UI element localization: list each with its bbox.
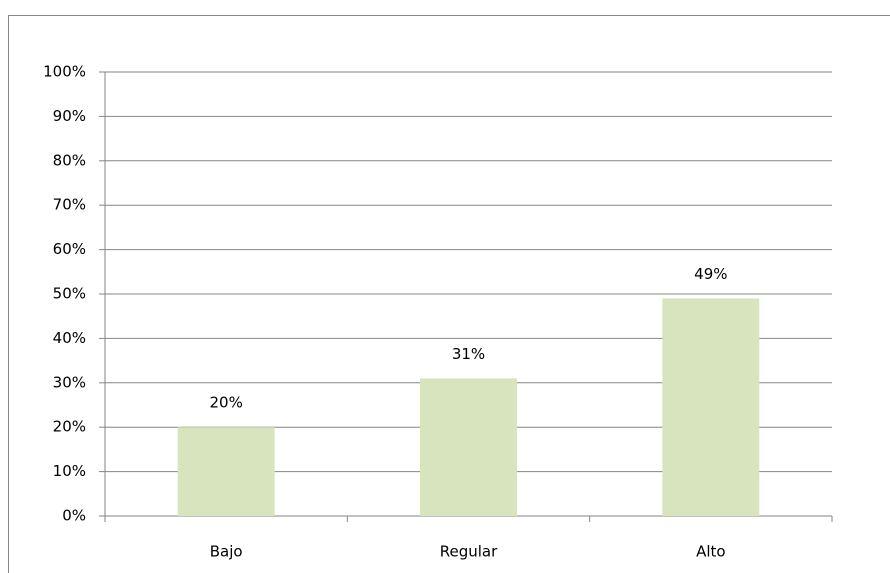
y-tick-label: 100% bbox=[43, 63, 86, 81]
data-label: 20% bbox=[209, 394, 242, 412]
y-tick-label: 10% bbox=[53, 462, 86, 480]
y-tick-label: 30% bbox=[53, 373, 86, 391]
bar bbox=[177, 427, 275, 516]
y-tick-label: 40% bbox=[53, 329, 86, 347]
y-tick-label: 20% bbox=[53, 418, 86, 436]
data-label: 49% bbox=[694, 265, 727, 283]
bar bbox=[662, 298, 760, 516]
y-tick-label: 90% bbox=[53, 107, 86, 125]
x-tick-label: Regular bbox=[440, 543, 498, 561]
y-tick-label: 70% bbox=[53, 196, 86, 214]
x-tick-label: Alto bbox=[696, 543, 726, 561]
y-tick-label: 60% bbox=[53, 240, 86, 258]
data-label: 31% bbox=[452, 345, 485, 363]
y-tick-label: 50% bbox=[53, 285, 86, 303]
x-tick-label: Bajo bbox=[210, 543, 243, 561]
bar bbox=[420, 378, 517, 516]
y-tick-label: 80% bbox=[53, 151, 86, 169]
y-tick-label: 0% bbox=[62, 507, 86, 525]
